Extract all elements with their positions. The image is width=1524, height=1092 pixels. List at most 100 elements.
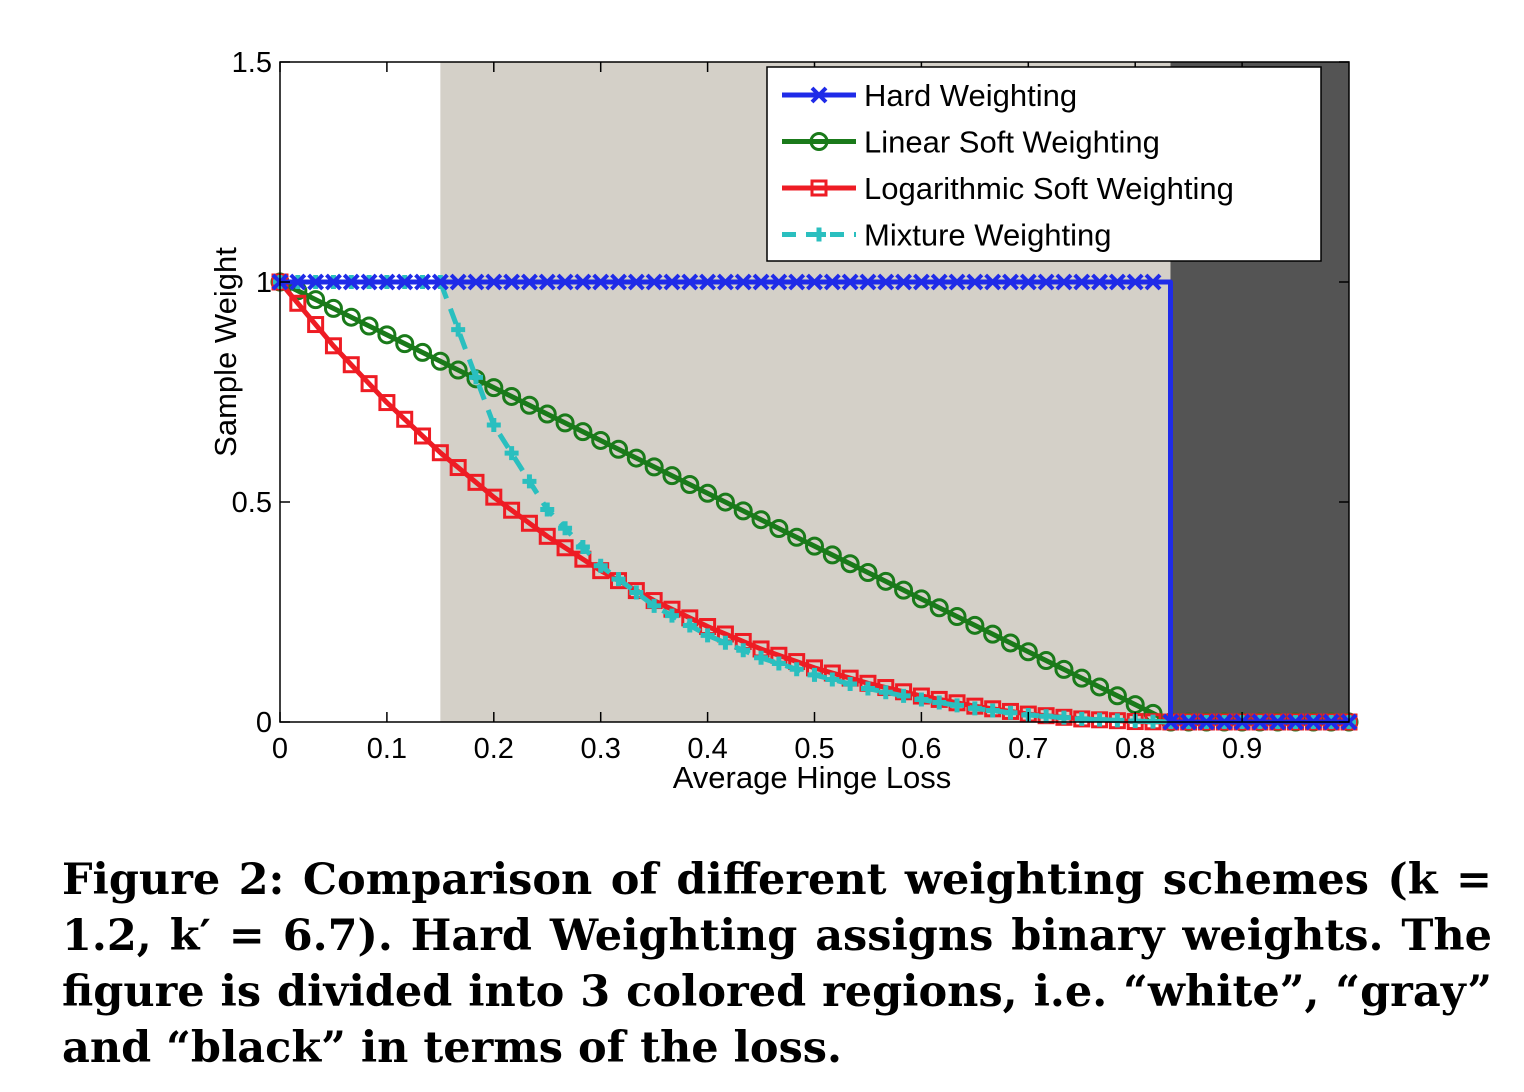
marker-hard-weighting bbox=[342, 273, 360, 291]
marker-mixture-weighting bbox=[896, 688, 911, 703]
marker-linear-soft-weighting bbox=[965, 615, 985, 635]
marker-logarithmic-soft-weighting bbox=[360, 375, 378, 393]
marker-linear-soft-weighting bbox=[519, 395, 539, 415]
marker-mixture-weighting bbox=[860, 681, 875, 696]
y-tick-label: 0 bbox=[256, 707, 272, 739]
marker-logarithmic-soft-weighting bbox=[342, 356, 360, 374]
marker-mixture-weighting bbox=[611, 572, 626, 587]
x-tick-label: 0 bbox=[272, 733, 288, 765]
marker-linear-soft-weighting bbox=[359, 316, 379, 336]
marker-linear-soft-weighting bbox=[1107, 686, 1127, 706]
marker-hard-weighting bbox=[645, 273, 663, 291]
marker-hard-weighting bbox=[431, 273, 449, 291]
x-tick-label: 0.3 bbox=[581, 733, 621, 765]
marker-mixture-weighting bbox=[932, 695, 947, 710]
marker-linear-soft-weighting bbox=[626, 448, 646, 468]
marker-linear-soft-weighting bbox=[591, 430, 611, 450]
marker-mixture-weighting bbox=[967, 701, 982, 716]
marker-logarithmic-soft-weighting bbox=[467, 473, 485, 491]
marker-linear-soft-weighting bbox=[983, 624, 1003, 644]
marker-linear-soft-weighting bbox=[555, 413, 575, 433]
marker-logarithmic-soft-weighting bbox=[556, 539, 574, 557]
legend-marker bbox=[809, 132, 829, 151]
marker-mixture-weighting bbox=[664, 608, 679, 623]
marker-linear-soft-weighting bbox=[1018, 642, 1038, 662]
series-line-logarithmic-soft-weighting bbox=[278, 280, 1349, 725]
marker-logarithmic-soft-weighting bbox=[431, 444, 449, 462]
marker-hard-weighting bbox=[681, 273, 699, 291]
marker-linear-soft-weighting bbox=[484, 378, 504, 398]
figure-caption: Figure 2: Comparison of different weight… bbox=[62, 855, 1492, 1073]
region-white bbox=[280, 62, 441, 722]
marker-hard-weighting bbox=[663, 273, 681, 291]
x-tick-label: 0.4 bbox=[687, 733, 727, 765]
marker-hard-weighting bbox=[289, 273, 307, 291]
marker-linear-soft-weighting bbox=[573, 422, 593, 442]
x-tick-label: 0.7 bbox=[1008, 733, 1048, 765]
marker-hard-weighting bbox=[521, 273, 538, 291]
marker-hard-weighting bbox=[360, 273, 378, 291]
marker-linear-soft-weighting bbox=[1000, 633, 1020, 653]
marker-linear-soft-weighting bbox=[769, 518, 789, 538]
marker-mixture-weighting bbox=[700, 628, 715, 643]
marker-hard-weighting bbox=[325, 273, 342, 291]
marker-hard-weighting bbox=[485, 273, 503, 291]
marker-mixture-weighting bbox=[629, 585, 644, 600]
marker-hard-weighting bbox=[1002, 273, 1019, 291]
marker-mixture-weighting bbox=[647, 598, 662, 613]
marker-mixture-weighting bbox=[789, 662, 804, 677]
legend-marker bbox=[812, 227, 826, 242]
legend-label: Linear Soft Weighting bbox=[864, 125, 1160, 160]
marker-logarithmic-soft-weighting bbox=[485, 488, 503, 506]
legend-marker bbox=[810, 179, 828, 197]
y-axis-label: Sample Weight bbox=[208, 247, 243, 457]
marker-linear-soft-weighting bbox=[502, 386, 522, 406]
marker-hard-weighting bbox=[912, 273, 930, 291]
legend-marker bbox=[810, 86, 828, 104]
marker-linear-soft-weighting bbox=[894, 580, 914, 600]
marker-linear-soft-weighting bbox=[644, 457, 664, 477]
marker-hard-weighting bbox=[699, 273, 717, 291]
x-tick-label: 0.8 bbox=[1115, 733, 1155, 765]
marker-mixture-weighting bbox=[1074, 711, 1089, 726]
marker-linear-soft-weighting bbox=[1090, 677, 1110, 697]
marker-linear-soft-weighting bbox=[911, 589, 931, 609]
marker-mixture-weighting bbox=[486, 418, 501, 432]
marker-linear-soft-weighting bbox=[341, 307, 361, 327]
marker-hard-weighting bbox=[467, 273, 485, 291]
marker-hard-weighting bbox=[1019, 273, 1037, 291]
marker-mixture-weighting bbox=[1092, 712, 1107, 727]
marker-linear-soft-weighting bbox=[787, 527, 807, 547]
marker-hard-weighting bbox=[1126, 273, 1144, 291]
legend-box bbox=[766, 66, 1322, 262]
y-tick-label: 1 bbox=[256, 267, 272, 299]
marker-logarithmic-soft-weighting bbox=[449, 459, 467, 477]
marker-mixture-weighting bbox=[950, 698, 965, 713]
marker-linear-soft-weighting bbox=[698, 483, 718, 503]
marker-hard-weighting bbox=[538, 273, 556, 291]
x-tick-label: 0.5 bbox=[794, 733, 834, 765]
marker-linear-soft-weighting bbox=[822, 545, 842, 565]
marker-mixture-weighting bbox=[468, 370, 483, 385]
marker-hard-weighting bbox=[307, 273, 325, 291]
x-tick-label: 0.6 bbox=[901, 733, 941, 765]
marker-hard-weighting bbox=[592, 273, 610, 291]
marker-linear-soft-weighting bbox=[858, 563, 878, 583]
marker-hard-weighting bbox=[877, 273, 895, 291]
marker-mixture-weighting bbox=[593, 558, 608, 573]
marker-hard-weighting bbox=[449, 273, 467, 291]
marker-linear-soft-weighting bbox=[1072, 668, 1092, 688]
marker-mixture-weighting bbox=[1039, 709, 1054, 724]
marker-hard-weighting bbox=[556, 273, 574, 291]
legend-label: Logarithmic Soft Weighting bbox=[864, 171, 1234, 206]
marker-hard-weighting bbox=[414, 273, 431, 291]
marker-hard-weighting bbox=[503, 273, 521, 291]
marker-hard-weighting bbox=[610, 273, 627, 291]
y-tick-label: 0.5 bbox=[232, 487, 272, 519]
marker-hard-weighting bbox=[1037, 273, 1055, 291]
marker-linear-soft-weighting bbox=[323, 298, 343, 318]
y-tick-label: 1.5 bbox=[232, 47, 272, 79]
marker-mixture-weighting bbox=[754, 650, 769, 665]
marker-linear-soft-weighting bbox=[395, 334, 415, 354]
